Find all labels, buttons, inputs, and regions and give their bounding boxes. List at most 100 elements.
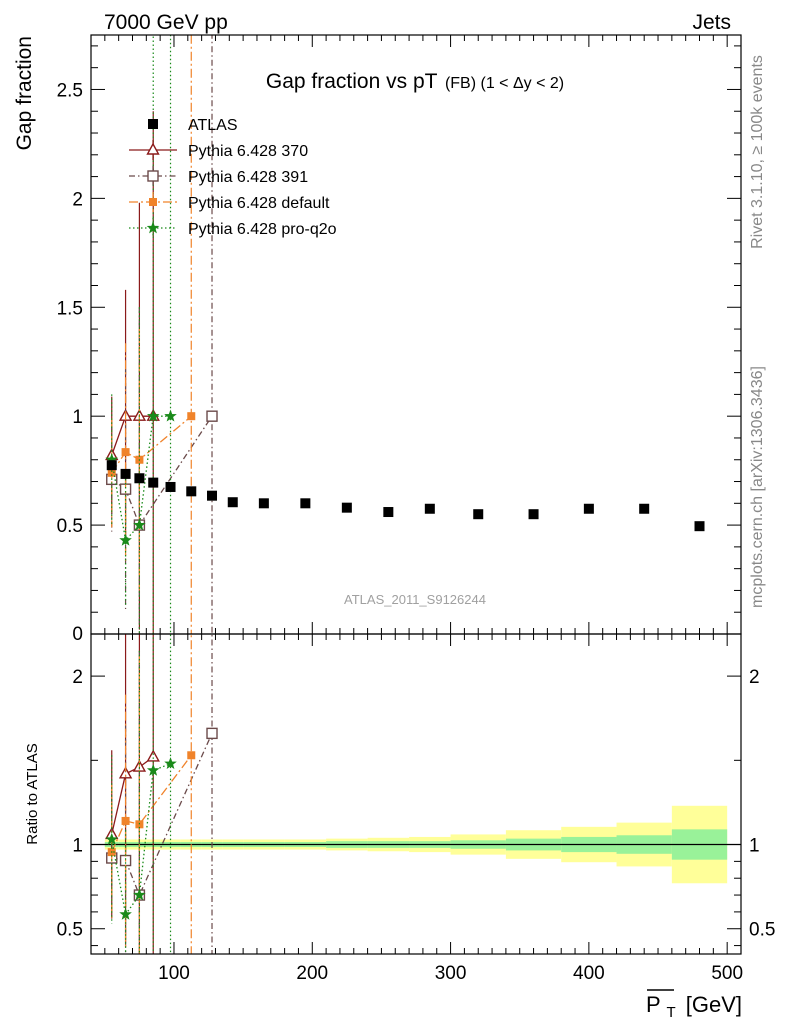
- legend-marker: [146, 221, 160, 234]
- series-ratio: [105, 634, 160, 954]
- legend-label: Pythia 6.428 pro-q2o: [188, 221, 337, 238]
- mc-point: [146, 409, 160, 422]
- legend-marker: [146, 142, 160, 155]
- x-tick-label: 300: [435, 963, 467, 984]
- y-tick-label: 1: [72, 407, 83, 428]
- legend-entry: Pythia 6.428 pro-q2o: [129, 218, 337, 238]
- data-point: [120, 468, 131, 479]
- mc-point: [133, 888, 146, 901]
- ratio-y-axis-label: Ratio to ATLAS: [24, 743, 41, 844]
- data-point: [134, 473, 145, 484]
- mc-point: [121, 816, 130, 825]
- x-axis-label-base: P: [646, 992, 660, 1017]
- mc-point: [119, 533, 132, 546]
- data-point: [300, 498, 311, 509]
- data-point: [165, 481, 176, 492]
- watermark: ATLAS_2011_S9126244: [344, 592, 486, 607]
- mc-point: [164, 409, 177, 422]
- legend-entry: ATLAS: [148, 117, 238, 134]
- series-ratio: [107, 634, 196, 954]
- ratio-y-tick-label: 1: [72, 836, 83, 857]
- ratio-y-tick-label-right: 1: [749, 836, 760, 857]
- y-tick-label: 0.5: [57, 516, 83, 537]
- legend-marker: [149, 198, 157, 206]
- x-tick-label: 200: [296, 963, 328, 984]
- data-point: [186, 486, 197, 497]
- legend-entry: Pythia 6.428 370: [129, 140, 308, 160]
- mc-point: [187, 412, 196, 421]
- mc-point: [107, 468, 116, 477]
- legend-label: Pythia 6.428 370: [188, 143, 308, 160]
- x-tick-label: 100: [158, 963, 190, 984]
- data-point: [694, 521, 705, 532]
- data-point: [639, 503, 650, 514]
- mc-point: [187, 751, 196, 760]
- mc-point: [133, 518, 146, 531]
- data-point: [227, 497, 238, 508]
- data-point: [473, 509, 484, 520]
- series-line: [111, 415, 192, 474]
- ratio-y-tick-label: 0.5: [57, 920, 83, 941]
- x-tick-label: 500: [711, 963, 743, 984]
- chart-title: Gap fraction vs pT (FB) (1 < Δy < 2): [266, 70, 564, 93]
- legend: ATLAS Pythia 6.428 370 Pythia 6.428 391 Pyt…: [129, 117, 337, 238]
- mc-point: [105, 832, 119, 845]
- data-point: [341, 502, 352, 513]
- header-right: Jets: [692, 11, 731, 34]
- chart-title-sub: (FB) (1 < Δy < 2): [445, 75, 564, 92]
- data-point: [148, 477, 159, 488]
- legend-entry: Pythia 6.428 391: [129, 166, 308, 186]
- mc-point: [206, 410, 218, 422]
- x-axis-label-sub: T: [666, 1004, 675, 1021]
- series-main: [105, 35, 177, 634]
- mcplots-label: mcplots.cern.ch [arXiv:1306.3436]: [749, 366, 766, 608]
- legend-marker: [147, 170, 159, 182]
- data-point: [383, 507, 394, 518]
- data-point: [258, 498, 269, 509]
- legend-label: Pythia 6.428 default: [188, 195, 330, 212]
- y-tick-label: 2: [72, 189, 83, 210]
- data-point: [583, 503, 594, 514]
- header-left: 7000 GeV pp: [104, 11, 228, 34]
- ratio-panel: 100 200 300 400 500 0.5 0.5 1 1 2 2: [57, 633, 775, 984]
- legend-entry: Pythia 6.428 default: [129, 192, 330, 212]
- data-point: [424, 503, 435, 514]
- ratio-y-tick-label-right: 0.5: [749, 920, 775, 941]
- mc-point: [118, 766, 133, 779]
- mc-point: [146, 763, 160, 776]
- series-line: [111, 415, 154, 456]
- series-main: [107, 35, 196, 634]
- atlas-data: [106, 460, 705, 532]
- ratio-y-tick-label: 2: [72, 667, 83, 688]
- mc-point: [119, 907, 132, 920]
- y-tick-label: 1.5: [57, 298, 83, 319]
- x-axis-label: P T [GeV]: [646, 989, 742, 1022]
- ratio-series-line: [111, 756, 154, 835]
- x-tick-label: 400: [573, 963, 605, 984]
- ratio-series-line: [111, 733, 213, 897]
- y-tick-label: 2.5: [57, 80, 83, 101]
- legend-label: Pythia 6.428 391: [188, 169, 308, 186]
- series-line: [111, 415, 213, 527]
- main-panel: 0.5 1 1.5 2 2.5 0: [57, 34, 742, 645]
- y-axis-label: Gap fraction: [13, 36, 36, 150]
- mc-point: [146, 749, 160, 762]
- chart-title-main: Gap fraction vs pT: [266, 70, 438, 93]
- ratio-series-line: [111, 754, 192, 853]
- legend-marker: [148, 119, 158, 129]
- mc-point: [164, 757, 177, 770]
- mc-point: [206, 727, 218, 740]
- y-tick-label-zero: 0: [72, 624, 83, 645]
- mc-point: [121, 448, 130, 457]
- data-point: [106, 460, 117, 471]
- data-point: [207, 490, 218, 501]
- series-ratio: [105, 634, 177, 954]
- ratio-y-tick-label-right: 2: [749, 667, 760, 688]
- data-point: [528, 509, 539, 520]
- x-axis-label-unit: [GeV]: [686, 992, 742, 1017]
- svg-text:P T [GeV]: P T [GeV]: [646, 992, 742, 1022]
- rivet-label: Rivet 3.1.10, ≥ 100k events: [749, 55, 766, 249]
- legend-label: ATLAS: [188, 117, 238, 134]
- ratio-frame: [90, 633, 742, 955]
